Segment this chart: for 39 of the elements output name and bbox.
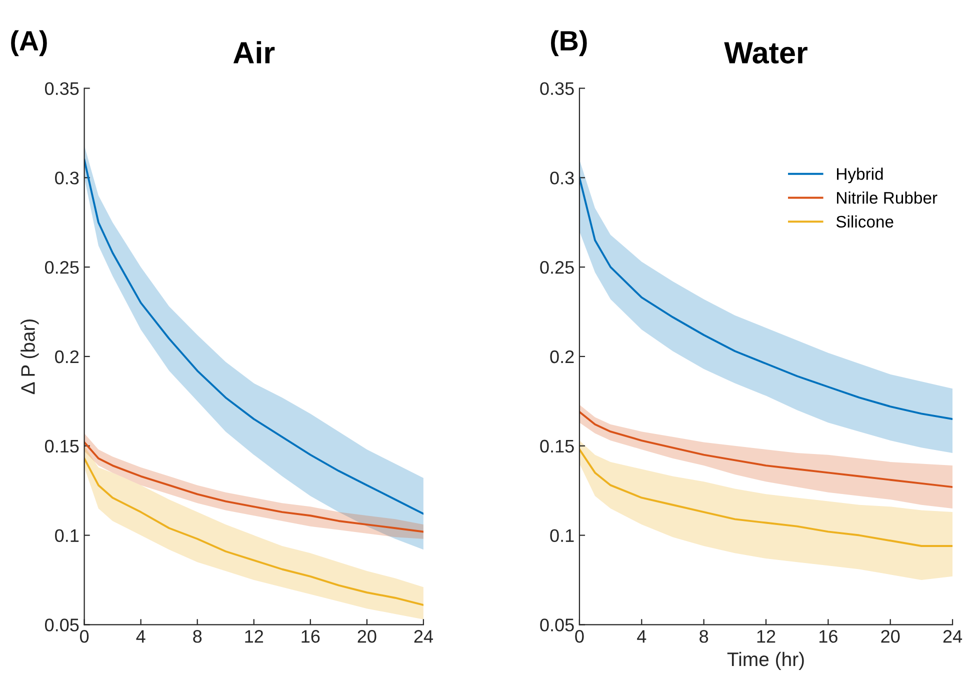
x-tick-label: 0 — [575, 630, 584, 643]
y-tick-label: 0.05 — [540, 618, 574, 632]
y-tick-label: 0.2 — [55, 350, 79, 364]
text: (B) — [551, 30, 587, 56]
chart-title: Air — [233, 41, 275, 64]
x-tick-label: 12 — [245, 630, 264, 643]
x-tick-label: 16 — [820, 630, 838, 643]
x-tick-label: 4 — [637, 630, 646, 643]
y-tick-label: 0.05 — [45, 618, 79, 632]
y-tick-label: 0.1 — [550, 529, 574, 542]
x-tick-label: 8 — [193, 630, 202, 643]
y-tick-label: 0.35 — [45, 82, 79, 95]
y-tick-label: 0.1 — [55, 529, 79, 542]
legend-label: Hybrid — [837, 168, 883, 184]
x-tick-label: 0 — [80, 630, 89, 643]
legend-label: Nitrile Rubber — [837, 192, 938, 204]
y-tick-label: 0.3 — [550, 172, 574, 184]
y-tick-label: 0.35 — [540, 82, 574, 95]
x-tick-label: 20 — [358, 630, 376, 643]
x-tick-label: 16 — [302, 630, 320, 643]
x-tick-label: 4 — [136, 630, 146, 643]
chart-title: Water — [724, 42, 808, 64]
x-tick-label: 12 — [757, 630, 776, 643]
y-tick-label: 0.2 — [550, 350, 574, 364]
y-tick-label: 0.25 — [45, 261, 79, 274]
legend-label: Silicone — [836, 215, 894, 228]
x-tick-label: 24 — [414, 630, 433, 643]
line-series — [579, 410, 953, 488]
x-tick-label: 24 — [943, 630, 962, 643]
line-series — [579, 448, 953, 547]
y-tick-label: 0.15 — [45, 440, 79, 453]
y-tick-label: 0.15 — [540, 440, 574, 453]
y-tick-label: 0.3 — [55, 172, 79, 184]
y-tick-label: 0.25 — [540, 261, 574, 274]
x-axis-title: Time (hr) — [727, 652, 804, 670]
y-axis-title: Δ P (bar) — [20, 319, 39, 394]
x-tick-label: 20 — [881, 630, 900, 643]
x-tick-label: 8 — [700, 630, 708, 643]
text: (A) — [11, 30, 47, 56]
